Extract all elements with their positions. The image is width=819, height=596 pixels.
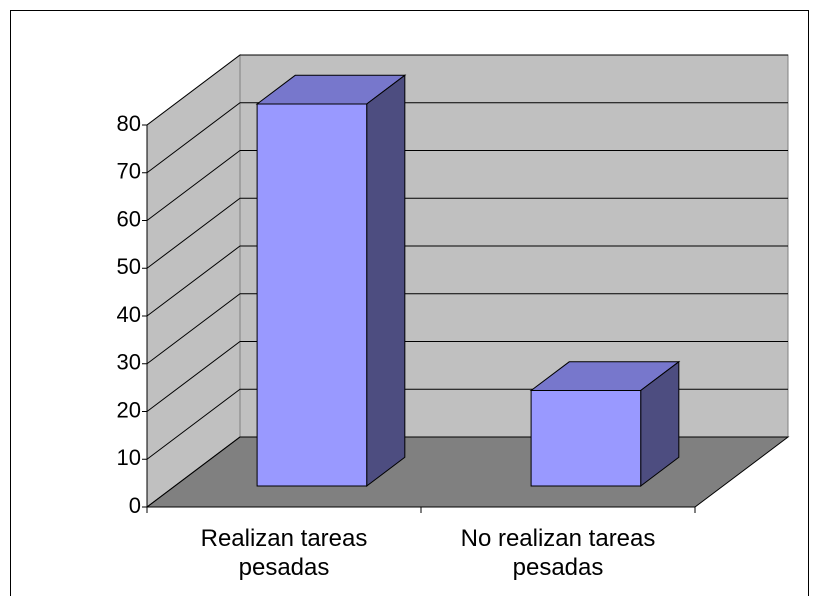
y-tick-label: 20 xyxy=(117,397,141,422)
y-tick-label: 0 xyxy=(129,493,141,518)
bar xyxy=(530,390,642,487)
bar-side xyxy=(366,74,406,488)
x-tick-label: No realizan tareas pesadas xyxy=(460,525,656,581)
grid-line xyxy=(146,102,788,174)
y-tick-label: 80 xyxy=(117,111,141,136)
grid-line xyxy=(146,245,788,317)
bar xyxy=(256,103,368,487)
y-tick-label: 70 xyxy=(117,159,141,184)
y-tick-label: 60 xyxy=(117,206,141,231)
x-tick-label: Realizan tareas pesadas xyxy=(200,525,368,581)
grid-line xyxy=(146,341,788,412)
y-tick-label: 30 xyxy=(117,350,141,375)
grid-line xyxy=(146,293,788,365)
y-tick-label: 10 xyxy=(117,445,141,470)
grid-line xyxy=(146,54,788,126)
y-tick-label: 50 xyxy=(117,254,141,279)
grid-line xyxy=(146,197,788,269)
y-tick-label: 40 xyxy=(117,302,141,327)
floor xyxy=(145,436,790,508)
grid-line xyxy=(146,150,788,221)
